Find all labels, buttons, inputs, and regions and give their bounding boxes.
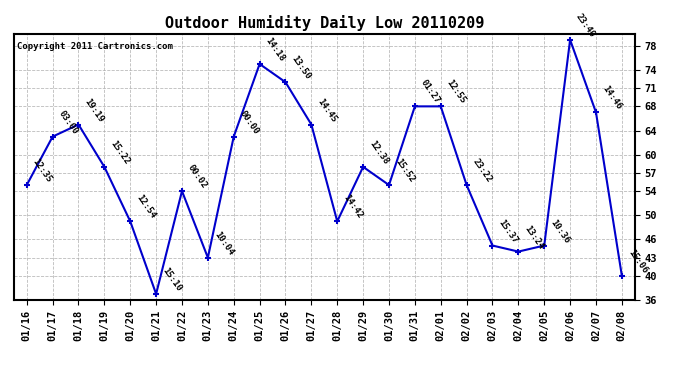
Text: 14:46: 14:46 — [600, 84, 623, 112]
Text: 12:35: 12:35 — [31, 157, 54, 184]
Text: 12:38: 12:38 — [367, 139, 390, 166]
Text: 13:24: 13:24 — [522, 224, 545, 251]
Text: 13:50: 13:50 — [290, 54, 313, 81]
Text: 00:02: 00:02 — [186, 163, 209, 190]
Text: Copyright 2011 Cartronics.com: Copyright 2011 Cartronics.com — [17, 42, 172, 51]
Text: 14:45: 14:45 — [315, 96, 338, 124]
Title: Outdoor Humidity Daily Low 20110209: Outdoor Humidity Daily Low 20110209 — [165, 15, 484, 31]
Text: 15:10: 15:10 — [160, 266, 183, 293]
Text: 00:00: 00:00 — [238, 109, 261, 136]
Text: 14:42: 14:42 — [342, 194, 364, 220]
Text: 10:36: 10:36 — [549, 217, 571, 245]
Text: 12:55: 12:55 — [445, 78, 468, 106]
Text: 12:54: 12:54 — [135, 194, 157, 220]
Text: 03:00: 03:00 — [57, 109, 79, 136]
Text: 01:27: 01:27 — [419, 78, 442, 106]
Text: 15:06: 15:06 — [626, 248, 649, 275]
Text: 14:18: 14:18 — [264, 36, 286, 63]
Text: 15:22: 15:22 — [108, 139, 131, 166]
Text: 15:52: 15:52 — [393, 157, 416, 184]
Text: 23:40: 23:40 — [574, 12, 597, 39]
Text: 15:37: 15:37 — [497, 217, 520, 245]
Text: 23:22: 23:22 — [471, 157, 493, 184]
Text: 10:04: 10:04 — [212, 230, 235, 257]
Text: 19:19: 19:19 — [83, 96, 106, 124]
